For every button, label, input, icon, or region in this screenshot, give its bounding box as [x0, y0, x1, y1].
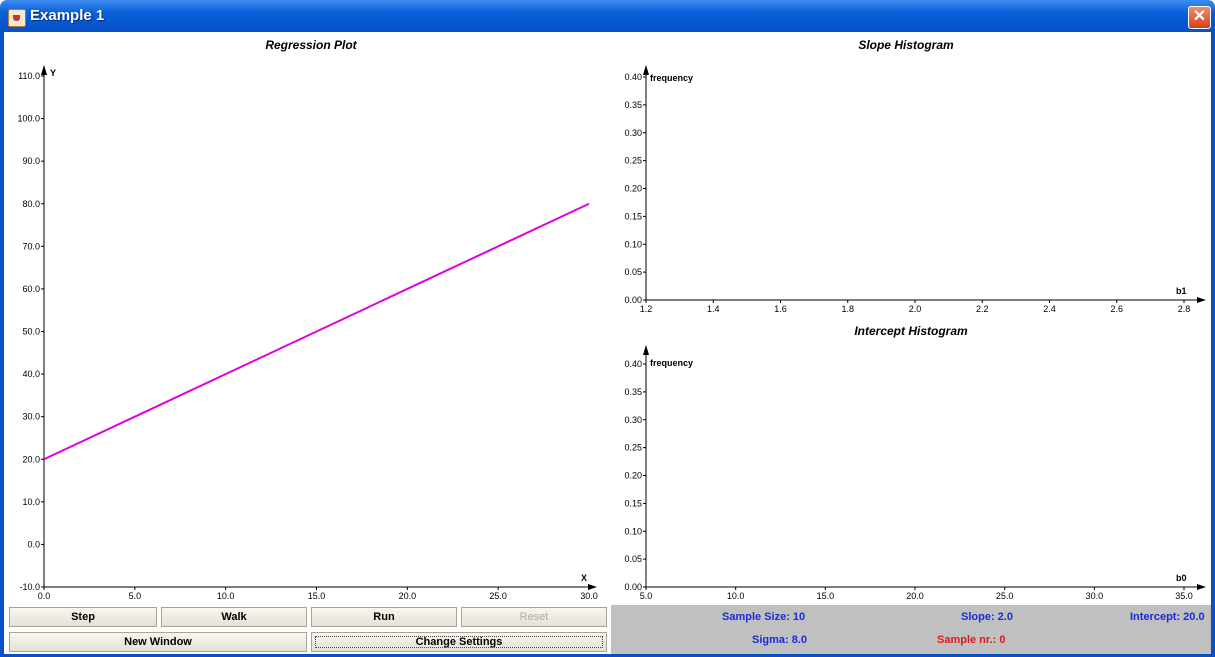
- regression-y-tick-label: 30.0: [22, 412, 40, 422]
- sample-nr-label: Sample nr.: 0: [937, 634, 1006, 646]
- window-title: Example 1: [30, 7, 105, 24]
- regression-y-tick-label: 100.0: [17, 114, 40, 124]
- slope-y-arrow-icon: [643, 65, 649, 75]
- run-button[interactable]: Run: [311, 607, 457, 627]
- slope-y-tick-label: 0.40: [624, 72, 642, 82]
- walk-button[interactable]: Walk: [161, 607, 307, 627]
- regression-y-tick-label: 70.0: [22, 241, 40, 251]
- regression-y-tick-label: 40.0: [22, 369, 40, 379]
- slope-x-tick-label: 1.2: [640, 304, 653, 314]
- slope-x-arrow-icon: [1197, 297, 1206, 303]
- slope-x-tick-label: 2.8: [1178, 304, 1191, 314]
- slope-x-label: b1: [1176, 286, 1187, 296]
- slope-y-tick-label: 0.35: [624, 100, 642, 110]
- slope-x-tick-label: 2.6: [1110, 304, 1123, 314]
- regression-y-arrow-icon: [41, 65, 47, 75]
- slope-y-tick-label: 0.20: [624, 184, 642, 194]
- intercept-y-tick-label: 0.15: [624, 498, 642, 508]
- regression-y-tick-label: -10.0: [19, 582, 40, 592]
- intercept-y-tick-label: 0.10: [624, 526, 642, 536]
- slope-y-label: frequency: [650, 73, 693, 83]
- title-bar: Example 1 ✕: [0, 0, 1215, 32]
- slope-label: Slope: 2.0: [961, 611, 1013, 623]
- regression-x-tick-label: 15.0: [308, 591, 326, 601]
- slope-x-tick-label: 2.4: [1043, 304, 1056, 314]
- window-frame-right: [1211, 32, 1215, 657]
- status-panel: Sample Size: 10 Slope: 2.0 Intercept: 20…: [611, 605, 1211, 654]
- regression-y-tick-label: 20.0: [22, 454, 40, 464]
- slope-y-tick-label: 0.25: [624, 156, 642, 166]
- regression-x-arrow-icon: [588, 584, 597, 590]
- intercept-x-tick-label: 5.0: [640, 591, 653, 601]
- regression-x-tick-label: 30.0: [580, 591, 598, 601]
- slope-y-tick-label: 0.00: [624, 295, 642, 305]
- intercept-y-tick-label: 0.05: [624, 554, 642, 564]
- slope-x-tick-label: 1.6: [774, 304, 787, 314]
- java-icon: [8, 9, 26, 27]
- intercept-y-tick-label: 0.40: [624, 359, 642, 369]
- slope-x-tick-label: 1.8: [841, 304, 854, 314]
- intercept-x-arrow-icon: [1197, 584, 1206, 590]
- regression-y-tick-label: 90.0: [22, 156, 40, 166]
- sample-size-label: Sample Size: 10: [722, 611, 806, 623]
- intercept-label: Intercept: 20.0: [1130, 611, 1205, 623]
- regression-x-tick-label: 25.0: [489, 591, 507, 601]
- slope-y-tick-label: 0.15: [624, 211, 642, 221]
- regression-plot-title: Regression Plot: [265, 38, 357, 52]
- slope-y-tick-label: 0.05: [624, 267, 642, 277]
- intercept-x-tick-label: 20.0: [906, 591, 924, 601]
- step-button[interactable]: Step: [9, 607, 157, 627]
- intercept-x-tick-label: 30.0: [1086, 591, 1104, 601]
- regression-x-tick-label: 0.0: [38, 591, 51, 601]
- intercept-y-tick-label: 0.30: [624, 415, 642, 425]
- regression-y-label: Y: [50, 68, 56, 78]
- intercept-y-tick-label: 0.25: [624, 443, 642, 453]
- slope-y-tick-label: 0.30: [624, 128, 642, 138]
- slope-y-tick-label: 0.10: [624, 239, 642, 249]
- change-settings-button[interactable]: Change Settings: [311, 632, 607, 652]
- intercept-x-tick-label: 10.0: [727, 591, 745, 601]
- plots-canvas: Regression Plot Y X -10.00.010.020.030.0…: [17, 38, 1206, 601]
- regression-line: [43, 202, 590, 461]
- regression-y-tick-label: 80.0: [22, 199, 40, 209]
- slope-histogram-title: Slope Histogram: [858, 38, 954, 52]
- intercept-x-tick-label: 35.0: [1175, 591, 1193, 601]
- regression-y-tick-label: 50.0: [22, 327, 40, 337]
- intercept-x-tick-label: 15.0: [817, 591, 835, 601]
- sigma-label: Sigma: 8.0: [752, 634, 808, 646]
- intercept-x-label: b0: [1176, 573, 1187, 583]
- intercept-y-label: frequency: [650, 358, 693, 368]
- new-window-button[interactable]: New Window: [9, 632, 307, 652]
- slope-x-tick-label: 1.4: [707, 304, 720, 314]
- regression-x-tick-label: 10.0: [217, 591, 235, 601]
- regression-y-tick-label: 60.0: [22, 284, 40, 294]
- regression-x-label: X: [581, 573, 587, 583]
- intercept-x-tick-label: 25.0: [996, 591, 1014, 601]
- regression-y-tick-label: 110.0: [18, 71, 40, 81]
- intercept-y-arrow-icon: [643, 345, 649, 355]
- intercept-y-tick-label: 0.00: [624, 582, 642, 592]
- intercept-y-tick-label: 0.35: [624, 387, 642, 397]
- regression-x-tick-label: 20.0: [399, 591, 417, 601]
- slope-x-tick-label: 2.0: [909, 304, 922, 314]
- intercept-histogram-title: Intercept Histogram: [854, 324, 968, 338]
- window-frame-bottom: [0, 654, 1215, 657]
- close-icon[interactable]: ✕: [1188, 6, 1211, 29]
- intercept-y-tick-label: 0.20: [624, 471, 642, 481]
- slope-x-tick-label: 2.2: [976, 304, 989, 314]
- reset-button[interactable]: Reset: [461, 607, 607, 627]
- regression-x-tick-label: 5.0: [129, 591, 142, 601]
- window-frame-left: [0, 32, 4, 657]
- regression-y-tick-label: 0.0: [27, 539, 40, 549]
- regression-y-tick-label: 10.0: [22, 497, 40, 507]
